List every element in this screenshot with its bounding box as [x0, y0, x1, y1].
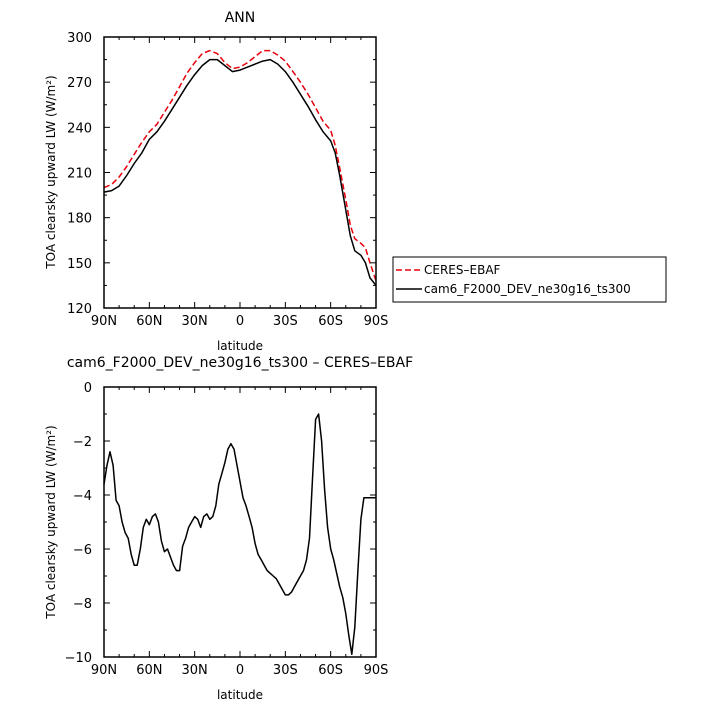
legend-label-ceres: CERES–EBAF [424, 263, 501, 277]
top-panel-ylabel: TOA clearsky upward LW (W/m²) [44, 75, 58, 269]
top-panel: ANN 90N 60N 30N 0 30S 60S 90S 120 150 180 210 240 27… [44, 10, 667, 353]
bottom-panel-xlabel: latitude [217, 688, 263, 702]
x-tick-label: 90S [364, 663, 389, 678]
y-tick-label: 0 [84, 381, 92, 396]
series-line-cam6-f2000-dev-ne30g16-ts300 [103, 58, 377, 286]
x-tick-label: 30S [273, 314, 298, 329]
top-panel-title: ANN [225, 10, 256, 26]
legend: CERES–EBAF cam6_F2000_DEV_ne30g16_ts300 [392, 256, 667, 303]
x-tick-label: 90N [91, 663, 117, 678]
y-tick-label: −2 [73, 435, 92, 450]
series-line-ceres-ebaf [103, 49, 377, 282]
y-tick-label: −6 [73, 543, 92, 558]
x-tick-label: 60N [136, 663, 162, 678]
x-tick-label: 30N [182, 663, 208, 678]
y-tick-label: 180 [67, 212, 92, 227]
bottom-panel-ylabel: TOA clearsky upward LW (W/m²) [44, 425, 58, 619]
y-tick-label: 240 [67, 121, 92, 136]
x-tick-label: 30S [273, 663, 298, 678]
y-tick-label: 120 [67, 302, 92, 317]
x-tick-label: 0 [236, 314, 244, 329]
series-line-difference [103, 413, 376, 656]
x-tick-label: 60N [136, 314, 162, 329]
bottom-panel: cam6_F2000_DEV_ne30g16_ts300 – CERES–EBA… [44, 355, 413, 702]
x-tick-label: 90S [364, 314, 389, 329]
y-tick-label: 210 [67, 167, 92, 182]
top-panel-xlabel: latitude [217, 339, 263, 353]
bottom-panel-title: cam6_F2000_DEV_ne30g16_ts300 – CERES–EBA… [67, 355, 413, 371]
y-tick-label: 150 [67, 257, 92, 272]
bottom-panel-plot-area [103, 413, 376, 656]
x-tick-label: 90N [91, 314, 117, 329]
legend-label-cam6: cam6_F2000_DEV_ne30g16_ts300 [424, 282, 631, 296]
bottom-panel-axes: 90N 60N 30N 0 30S 60S 90S −10 −8 −6 −4 −2 0 [65, 381, 389, 678]
y-tick-label: 270 [67, 76, 92, 91]
top-panel-frame [103, 36, 377, 309]
legend-box [392, 256, 667, 303]
x-tick-label: 30N [182, 314, 208, 329]
top-panel-plot-area [103, 49, 377, 286]
x-tick-label: 60S [318, 314, 343, 329]
x-tick-label: 0 [236, 663, 244, 678]
top-panel-axes: 90N 60N 30N 0 30S 60S 90S 120 150 180 210 240 270 300 [67, 31, 388, 329]
y-tick-label: 300 [67, 31, 92, 46]
y-tick-label: −4 [73, 489, 92, 504]
x-tick-label: 60S [318, 663, 343, 678]
y-tick-label: −10 [65, 651, 92, 666]
y-tick-label: −8 [73, 597, 92, 612]
